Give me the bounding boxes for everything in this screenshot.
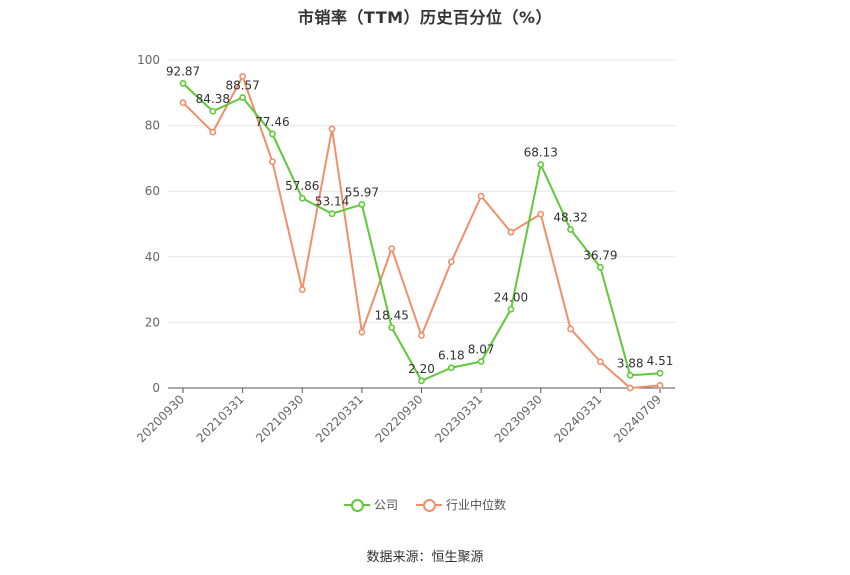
- industry-median-data-point: [388, 245, 396, 252]
- company-data-point: [507, 305, 515, 313]
- data-label: 48.32: [553, 211, 587, 225]
- y-tick-label: 20: [145, 315, 160, 329]
- data-label: 55.97: [345, 185, 379, 199]
- industry-median-data-point: [537, 210, 545, 218]
- industry-median-data-point: [358, 328, 366, 336]
- x-tick-label: 20210331: [194, 392, 247, 445]
- y-tick-label: 0: [152, 381, 160, 395]
- y-tick-label: 40: [145, 250, 160, 264]
- data-label: 77.46: [255, 115, 289, 129]
- x-tick-label: 20230930: [492, 392, 545, 445]
- company-data-point: [328, 210, 336, 218]
- company-data-point: [656, 369, 664, 377]
- data-label: 68.13: [524, 146, 558, 160]
- x-tick-label: 20220930: [373, 392, 426, 445]
- industry-median-data-point: [209, 128, 217, 136]
- legend: 公司 行业中位数: [0, 496, 850, 513]
- data-label: 84.38: [196, 92, 230, 106]
- data-label: 36.79: [583, 248, 617, 262]
- industry-median-data-point: [626, 384, 634, 392]
- industry-median-data-point: [269, 158, 276, 166]
- data-label: 8.07: [468, 343, 495, 357]
- company-data-point: [418, 377, 425, 385]
- data-label: 3.88: [617, 356, 644, 370]
- company-data-point: [298, 194, 306, 202]
- company-data-point: [567, 226, 574, 233]
- company-data-point: [209, 107, 217, 115]
- data-label: 24.00: [494, 290, 528, 304]
- x-tick-label: 20240709: [611, 392, 664, 445]
- data-label: 4.51: [647, 354, 674, 368]
- x-tick-label: 20240331: [551, 392, 604, 445]
- legend-label-company: 公司: [373, 498, 398, 512]
- company-data-point: [388, 324, 396, 331]
- grid-layer: [168, 59, 675, 323]
- data-label: 6.18: [438, 349, 465, 363]
- company-data-point: [269, 130, 276, 138]
- industry-median-data-point: [328, 125, 336, 133]
- company-data-point: [239, 94, 247, 101]
- x-tick-label: 20200930: [134, 392, 187, 445]
- x-tick-label: 20210930: [253, 392, 306, 445]
- industry-median-data-point: [298, 286, 306, 293]
- industry-median-data-point: [567, 325, 574, 333]
- industry-median-data-point: [447, 258, 455, 266]
- company-data-point: [358, 201, 366, 208]
- x-tick-label: 20230331: [432, 392, 485, 445]
- industry-median-data-point: [507, 228, 515, 236]
- legend-swatch-industry-median: [416, 498, 442, 512]
- industry-median-data-point: [477, 192, 485, 200]
- industry-median-data-point: [239, 73, 247, 80]
- legend-item-company[interactable]: 公司: [343, 496, 398, 513]
- data-label: 57.86: [285, 179, 319, 193]
- company-data-point: [447, 364, 455, 372]
- industry-median-data-point: [596, 358, 604, 366]
- data-label: 92.87: [166, 64, 200, 78]
- legend-swatch-company: [343, 498, 370, 512]
- legend-label-industry-median: 行业中位数: [446, 498, 507, 512]
- x-tick-label: 20220331: [313, 392, 366, 445]
- legend-item-industry-median[interactable]: 行业中位数: [416, 496, 506, 513]
- data-label: 18.45: [375, 308, 409, 322]
- source-note: 数据来源：恒生聚源: [366, 550, 484, 565]
- company-data-point: [626, 371, 634, 379]
- data-label: 2.20: [408, 362, 435, 376]
- company-data-point: [477, 358, 485, 365]
- series-layer: [179, 73, 664, 392]
- y-tick-label: 100: [137, 53, 160, 67]
- y-tick-label: 80: [145, 119, 160, 133]
- industry-median-data-point: [418, 332, 425, 339]
- y-tick-label: 60: [145, 184, 160, 198]
- chart-title: 市销率（TTM）历史百分位（%）: [297, 8, 553, 27]
- company-data-point: [179, 79, 187, 87]
- data-label: 53.14: [315, 195, 349, 209]
- company-data-point: [596, 263, 604, 271]
- industry-median-data-point: [656, 381, 664, 389]
- company-data-point: [537, 161, 545, 168]
- data-label: 88.57: [225, 78, 259, 92]
- industry-median-data-point: [179, 99, 187, 107]
